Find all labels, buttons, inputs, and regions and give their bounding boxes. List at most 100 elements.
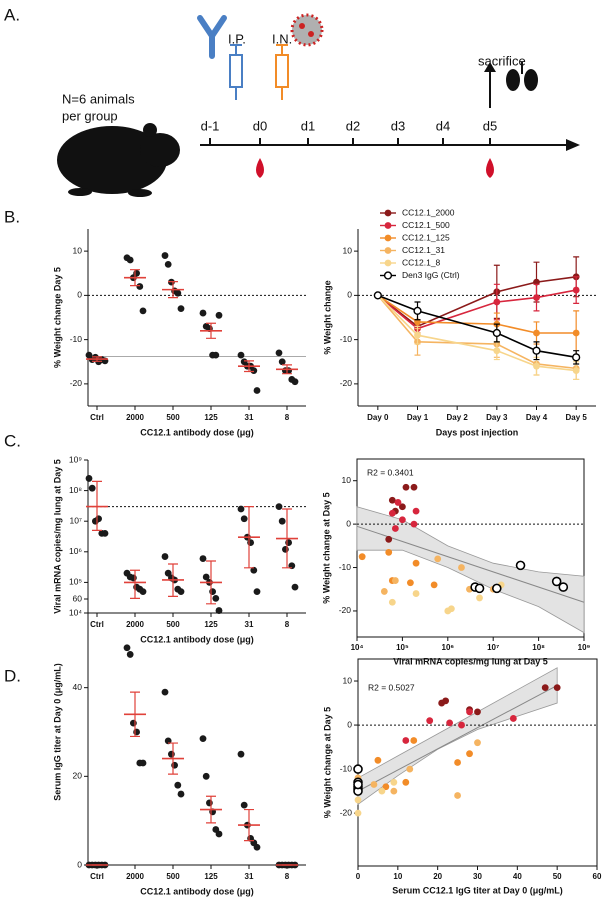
syringe-ip [229,44,243,100]
data-point [402,737,410,744]
data-point [572,286,580,294]
series-line [377,275,577,328]
x-tick-label: 30 [473,872,482,881]
data-point [358,553,366,561]
x-tick-label: Day 4 [526,413,548,422]
schematic: A. N=6 animals per group I.P. I.N. sacri… [4,5,580,197]
fit-line [356,525,585,603]
data-point [532,346,541,355]
fit-line [357,684,558,792]
y-tick-label: 10⁹ [69,454,82,464]
data-point [399,503,406,511]
legend-marker [383,271,393,280]
data-point [123,644,131,652]
syringe-in [275,44,289,100]
x-tick-label: 500 [166,620,180,629]
data-point [237,351,245,359]
data-point [374,756,382,764]
data-point [353,764,363,774]
x-tick-label: Day 3 [486,413,508,422]
timeline-label: d3 [391,118,405,133]
data-point [388,509,396,517]
data-point [406,579,414,587]
data-point [430,581,438,589]
data-point [275,349,283,357]
panel-label: C. [4,431,21,450]
x-tick-label: 10⁹ [578,643,591,652]
data-point [161,553,169,560]
data-point [253,387,261,394]
data-point [240,801,248,809]
data-point [558,582,569,592]
data-point [412,507,420,515]
data-point [426,717,434,725]
legend-marker [384,247,392,254]
lungs-icon [506,62,538,91]
data-point [509,715,517,722]
x-tick-label: 8 [285,620,290,629]
data-point [282,545,289,553]
legend-marker [384,209,392,217]
data-point [474,708,481,716]
x-tick-label: Ctrl [90,872,104,881]
data-point [139,588,147,596]
data-point [285,539,292,546]
legend-label: CC12.1_500 [402,220,450,230]
x-tick-label: Ctrl [90,413,104,422]
x-tick-label: 2000 [126,413,144,422]
x-tick-label: 31 [245,872,254,881]
data-point [515,560,526,571]
data-point [171,761,179,769]
data-point [168,750,175,758]
y-tick-label: 10 [343,675,353,685]
data-point [199,555,207,562]
data-point [354,809,362,817]
data-point [133,728,141,736]
y-tick-label: 60 [73,593,83,603]
data-point [391,525,399,532]
data-point [446,719,454,727]
data-point [291,378,299,386]
data-point [533,294,540,301]
data-point [126,256,134,264]
data-point [394,499,402,506]
data-point [215,830,223,838]
timeline [200,139,580,151]
panel-label: D. [4,666,21,685]
data-point [388,598,396,606]
x-tick-label: 10⁵ [396,643,409,652]
data-point [177,790,185,798]
y-axis-label: % Weight change at Day 5 [321,492,331,603]
x-tick-label: 10⁴ [351,643,364,652]
confidence-band [356,506,585,634]
y-tick-label: 0 [77,859,82,869]
x-tick-label: 10⁷ [487,643,499,652]
data-point [161,252,169,259]
y-tick-label: 10 [343,245,353,255]
x-axis-label: Days post injection [436,427,519,437]
legend-label: CC12.1_2000 [402,207,455,217]
data-point [373,291,382,300]
data-point [139,307,147,315]
blood-drop [486,158,494,178]
data-point [434,555,442,563]
x-tick-label: 125 [204,413,218,422]
data-point [237,505,245,513]
data-point [413,306,422,315]
x-tick-label: Day 5 [565,413,587,422]
x-tick-label: Day 0 [367,413,389,422]
data-point [126,651,134,658]
data-point [278,358,286,366]
data-point [380,588,388,595]
route-label: I.P. [228,31,246,46]
x-tick-label: 2000 [126,872,144,881]
data-point [454,759,461,766]
data-point [202,573,210,581]
data-point [177,588,185,596]
x-axis-label: CC12.1 antibody dose (μg) [140,886,254,896]
data-point [275,503,283,511]
data-point [553,684,561,692]
data-point [253,588,261,596]
data-point [442,697,450,705]
